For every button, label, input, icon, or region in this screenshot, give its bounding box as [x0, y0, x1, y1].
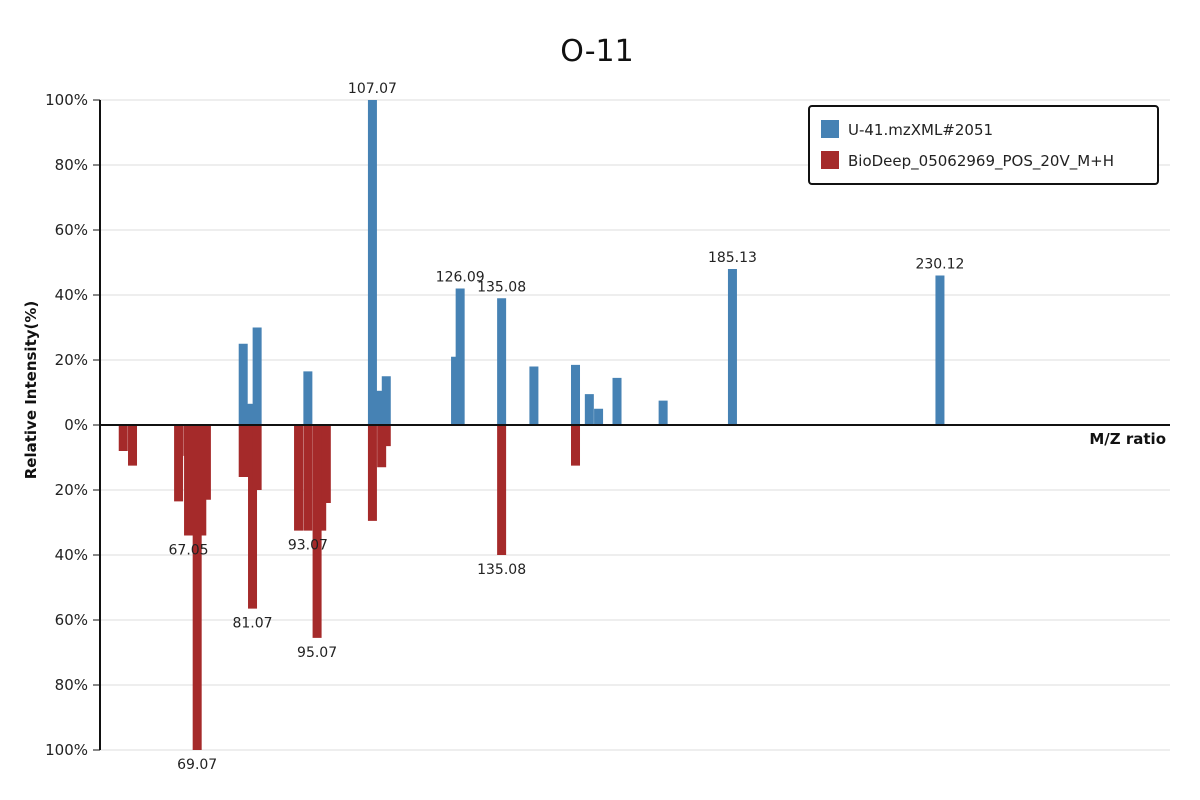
- peak-label: 230.12: [915, 257, 964, 273]
- peak-bar-reference: [238, 425, 248, 477]
- legend-label-u41: U-41.mzXML#2051: [848, 121, 993, 139]
- peak-bar-reference: [367, 425, 377, 521]
- peak-bar-sample: [658, 400, 668, 425]
- y-tick-label: 80%: [55, 676, 88, 694]
- peak-bar-reference: [252, 425, 262, 490]
- peak-bar-reference: [201, 425, 211, 500]
- y-tick-label: 60%: [55, 611, 88, 629]
- peak-bar-sample: [238, 343, 248, 425]
- peak-bar-sample: [303, 371, 313, 425]
- chart-title: O-11: [560, 34, 633, 69]
- legend-swatch-biodeep: [821, 151, 839, 169]
- peak-bar-reference: [192, 425, 202, 750]
- peak-bar-sample: [571, 364, 581, 425]
- peak-label: 69.07: [177, 757, 217, 773]
- peak-bar-reference: [294, 425, 304, 531]
- peak-bar-reference: [381, 425, 391, 447]
- y-tick-label: 0%: [64, 416, 88, 434]
- y-tick-label: 20%: [55, 351, 88, 369]
- y-tick-label: 100%: [45, 741, 88, 759]
- y-axis-ticks: 100% 80% 60% 40% 20% 0% 20% 40% 60% 80% 100%: [45, 91, 100, 759]
- peak-label: 126.09: [436, 270, 485, 286]
- peak-bar-sample: [252, 327, 262, 425]
- peak-label: 135.08: [477, 562, 526, 578]
- legend-box: [808, 105, 1159, 185]
- y-tick-label: 60%: [55, 221, 88, 239]
- y-tick-label: 80%: [55, 156, 88, 174]
- peak-bar-sample: [594, 408, 604, 425]
- peak-bar-reference: [497, 425, 507, 555]
- peak-label: 67.05: [169, 543, 209, 559]
- peaks: [118, 100, 945, 750]
- peak-bar-reference: [571, 425, 581, 466]
- peak-label: 93.07: [288, 538, 328, 554]
- peak-bar-reference: [317, 425, 327, 531]
- peak-bar-reference: [128, 425, 138, 466]
- peak-bar-reference: [197, 425, 207, 536]
- legend-label-biodeep: BioDeep_05062969_POS_20V_M+H: [848, 152, 1114, 171]
- peak-bar-reference: [174, 425, 184, 502]
- peak-label: 107.07: [348, 81, 397, 97]
- peak-bar-sample: [372, 390, 382, 425]
- y-tick-label: 40%: [55, 286, 88, 304]
- axes: [99, 100, 1170, 750]
- peak-bar-sample: [529, 366, 539, 425]
- y-tick-label: 100%: [45, 91, 88, 109]
- y-tick-label: 20%: [55, 481, 88, 499]
- peak-label: 135.08: [477, 279, 526, 295]
- peak-bar-reference: [303, 425, 313, 531]
- peak-bar-reference: [248, 425, 258, 609]
- peak-label: 185.13: [708, 250, 757, 266]
- peak-bar-sample: [367, 100, 377, 425]
- peak-bar-sample: [451, 356, 461, 425]
- legend: U-41.mzXML#2051 BioDeep_05062969_POS_20V…: [808, 105, 1159, 185]
- legend-swatch-u41: [821, 120, 839, 138]
- peak-bar-reference: [187, 425, 197, 536]
- peak-bar-sample: [243, 403, 253, 425]
- peak-bar-reference: [312, 425, 322, 638]
- peak-bar-sample: [455, 288, 465, 425]
- peak-bar-sample: [584, 394, 594, 425]
- peak-bar-reference: [321, 425, 331, 503]
- peak-label: 95.07: [297, 645, 337, 661]
- peak-bar-sample: [612, 377, 622, 425]
- x-axis-title: M/Z ratio: [1089, 430, 1166, 448]
- grid: [100, 99, 1170, 751]
- y-tick-label: 40%: [55, 546, 88, 564]
- peak-bar-reference: [243, 425, 253, 477]
- peak-bar-reference: [377, 425, 387, 468]
- peak-bar-sample: [497, 298, 507, 425]
- peak-bar-sample: [377, 390, 387, 425]
- peak-bar-sample: [248, 403, 258, 425]
- y-axis-title: Relative Intensity(%): [22, 301, 40, 480]
- peak-bar-reference: [118, 425, 128, 451]
- peak-bar-sample: [381, 376, 391, 425]
- peak-bar-sample: [727, 269, 737, 425]
- peak-bar-sample: [935, 275, 945, 425]
- peak-label: 81.07: [232, 616, 272, 632]
